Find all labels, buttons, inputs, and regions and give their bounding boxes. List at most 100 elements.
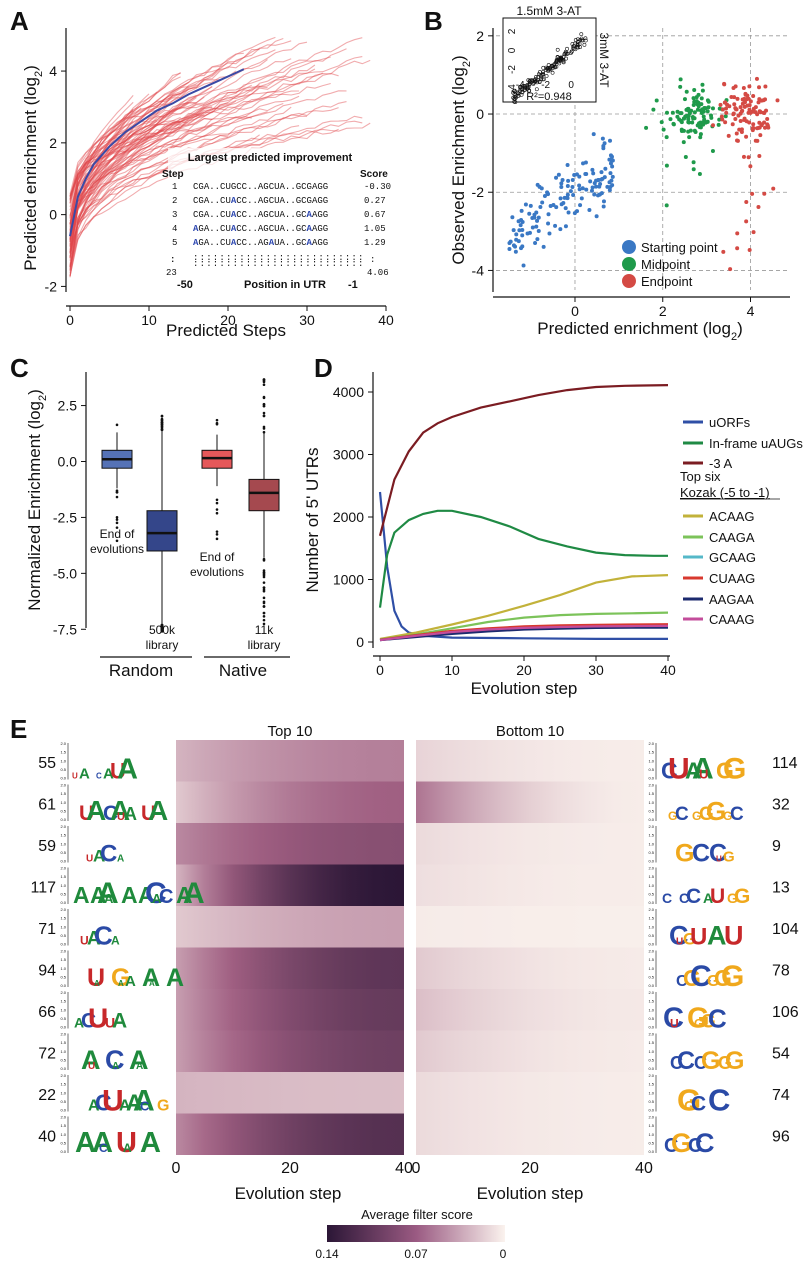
inset-dots-row2: ::::::::::::::::::::::::::: [193, 259, 365, 269]
logo-tick-label: 2.0: [60, 949, 66, 954]
trajectory-line: [69, 90, 300, 235]
d-x-tick-label: 30: [588, 662, 604, 678]
logo-letter: G: [721, 960, 744, 993]
inset-point: [575, 42, 580, 47]
inset-point: [520, 87, 525, 92]
start-point: [519, 208, 524, 213]
logo-tick-label: 2.0: [648, 1032, 654, 1037]
panel-a-x-ticks: 0 10 20 30 40: [66, 306, 394, 328]
start-point: [590, 185, 595, 190]
trajectory-line: [69, 86, 189, 198]
panel-label-c: C: [10, 353, 29, 383]
bottom-x-tick-label: 40: [635, 1160, 653, 1177]
a-x-tick-label: 0: [66, 312, 74, 328]
logo-tick-label: 1.0: [60, 758, 66, 763]
inset-col-step: Step: [162, 169, 184, 180]
start-point: [575, 209, 580, 214]
logo-letter: A: [111, 934, 120, 948]
logo-tick-label: 0.0: [60, 1025, 66, 1030]
endpoint: [731, 111, 736, 116]
start-point: [579, 196, 584, 201]
endpoint: [744, 219, 749, 224]
start-point: [600, 136, 605, 141]
endpoint: [747, 248, 752, 253]
inset-pos-left: -50: [177, 279, 193, 291]
panel-b-legend: Starting point Midpoint Endpoint: [622, 240, 718, 289]
logo-letter: U: [80, 934, 89, 948]
start-point: [571, 193, 576, 198]
endpoint: [751, 230, 756, 235]
midpoint: [661, 127, 666, 132]
trajectory-line: [69, 40, 292, 218]
endpoint: [747, 107, 752, 112]
logo-letter: A: [133, 1085, 155, 1118]
endpoint: [744, 119, 749, 124]
c-outlier: [160, 623, 164, 627]
d-series-caaga: [379, 611, 669, 641]
endpoint: [734, 131, 739, 136]
panel-b-inset: 1.5mM 3-AT 3mM 3-AT -4 -2 0 -4 -2 0 2 R²=0.948: [502, 4, 611, 105]
c-outlier: [160, 423, 164, 427]
inset-y-tick-label: 2: [507, 28, 518, 34]
logo-letter: G: [683, 930, 696, 949]
logo-tick-label: 1.0: [648, 883, 654, 888]
start-point: [601, 146, 606, 151]
c-outlier: [262, 425, 266, 429]
c-outlier: [215, 418, 219, 422]
logo-tick-label: 1.5: [60, 1082, 66, 1087]
c-outlier: [262, 586, 266, 590]
trajectory-line: [69, 85, 213, 268]
bottom-filter-id: 32: [772, 796, 790, 813]
midpoint: [651, 107, 656, 112]
logo-letter: A: [88, 1098, 100, 1115]
midpoint: [700, 82, 705, 87]
start-point: [528, 203, 533, 208]
trajectory-line: [69, 100, 237, 200]
a-x-tick-label: 20: [220, 312, 236, 328]
panel-c: C 2.5 0.0 -2.5 -5.0 -7.5 Normalized Enrichme…: [10, 353, 290, 680]
logo-tick-label: 1.5: [60, 833, 66, 838]
start-point: [546, 221, 551, 226]
c-outlier: [262, 383, 266, 386]
b-y-tick-label: -2: [472, 184, 485, 200]
d-y-tick-label: 4000: [333, 384, 364, 400]
midpoint: [678, 77, 683, 82]
endpoint: [756, 205, 761, 210]
panel-a-y-ticks: -2 0 2 4: [45, 63, 66, 294]
start-point: [561, 200, 566, 205]
c-outlier: [115, 491, 119, 494]
endpoint: [724, 106, 729, 111]
inset-last-score: 4.06: [367, 268, 389, 278]
logo-letter: C: [140, 1099, 150, 1114]
midpoint: [705, 98, 710, 103]
logo-letter: A: [81, 1045, 101, 1075]
start-point: [511, 243, 516, 248]
logo-tick-label: 0.5: [60, 1016, 66, 1021]
trajectory-line: [69, 72, 181, 265]
midpoint: [664, 163, 669, 168]
logo-letter: C: [690, 960, 712, 993]
bottom-filter-id: 106: [772, 1004, 799, 1021]
inset-point: [583, 36, 588, 41]
top-x-tick-label: 0: [172, 1160, 181, 1177]
trajectory-line: [69, 90, 347, 247]
logo-letter: C: [670, 1053, 683, 1073]
logo-letter: G: [699, 804, 714, 825]
panel-a-y-label-sub: 2: [33, 71, 45, 77]
start-point: [558, 196, 563, 201]
d-legend-label: -3 A: [709, 456, 732, 471]
c-end-of-2: End of: [200, 550, 235, 564]
inset-point: [513, 94, 517, 99]
start-point: [581, 161, 586, 166]
midpoint: [682, 116, 687, 121]
logo-letter: C: [662, 890, 672, 906]
panel-d-lines: [378, 384, 669, 642]
d-legend-label: CAAGA: [709, 530, 755, 545]
logo-tick-label: 1.0: [60, 841, 66, 846]
midpoint: [692, 88, 697, 93]
logo-tick-label: 0.0: [648, 1066, 654, 1071]
trajectory-line: [69, 118, 213, 211]
logo-tick-label: 1.5: [60, 791, 66, 796]
logo-letter: C: [94, 921, 113, 951]
midpoint: [691, 160, 696, 165]
